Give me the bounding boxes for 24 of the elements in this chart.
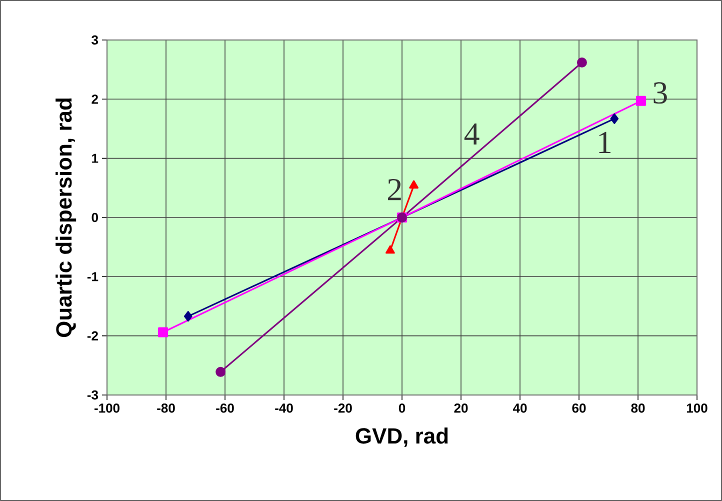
series-label: 2 xyxy=(388,178,401,200)
x-tick-label: -60 xyxy=(216,404,234,413)
x-tick-label: 100 xyxy=(686,404,708,413)
x-tick-label: 20 xyxy=(454,404,468,413)
series-label: 1 xyxy=(599,132,610,154)
y-tick-label: 0 xyxy=(92,212,98,222)
y-axis-title: Quartic dispersion, rad xyxy=(56,98,76,338)
series-label: 4 xyxy=(464,123,480,145)
x-tick-label: -20 xyxy=(334,404,352,413)
x-tick-label: 0 xyxy=(398,404,406,413)
y-tick-label: 2 xyxy=(92,94,98,104)
y-tick-label: -2 xyxy=(87,331,98,340)
x-tick-label: -80 xyxy=(157,404,175,413)
x-tick-label: -40 xyxy=(275,404,293,413)
y-tick-label: 1 xyxy=(92,154,98,163)
y-tick-label: -1 xyxy=(87,272,98,282)
x-tick-label: 40 xyxy=(512,404,527,413)
y-tick-label: 3 xyxy=(92,35,98,45)
x-tick-label: 60 xyxy=(572,404,586,413)
x-tick-label: 80 xyxy=(631,404,645,413)
x-axis-title: GVD, rad xyxy=(356,428,448,447)
x-tick-label: -100 xyxy=(94,404,120,413)
series-label: 3 xyxy=(654,82,667,104)
y-tick-label: -3 xyxy=(87,390,98,400)
